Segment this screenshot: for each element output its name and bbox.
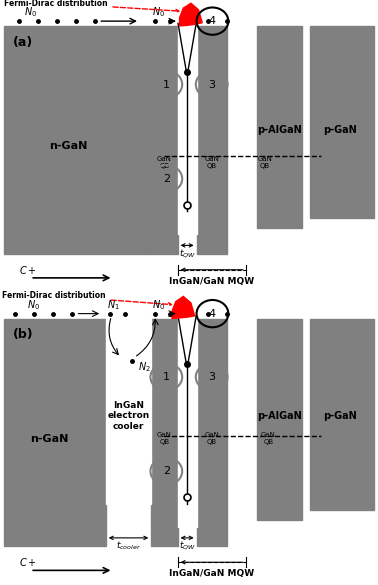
Text: p-GaN: p-GaN bbox=[323, 411, 357, 421]
Text: $t_{QW}$: $t_{QW}$ bbox=[179, 539, 195, 552]
Text: $N_0$: $N_0$ bbox=[28, 298, 40, 312]
Text: 3: 3 bbox=[208, 80, 215, 90]
Text: p-AlGaN: p-AlGaN bbox=[257, 125, 302, 135]
Text: 4: 4 bbox=[209, 309, 216, 319]
Text: GaN
QB: GaN QB bbox=[204, 432, 219, 445]
Text: 1: 1 bbox=[163, 372, 170, 382]
Text: $N_0$: $N_0$ bbox=[24, 5, 37, 19]
Polygon shape bbox=[172, 297, 195, 318]
Bar bbox=[151, 318, 178, 546]
Text: GaN
QB: GaN QB bbox=[204, 156, 219, 169]
Text: (b): (b) bbox=[13, 328, 34, 341]
Text: GaN
QB: GaN QB bbox=[261, 432, 276, 445]
Text: InGaN/GaN MQW: InGaN/GaN MQW bbox=[169, 569, 254, 578]
Bar bbox=[151, 26, 178, 253]
Bar bbox=[197, 26, 227, 253]
Text: Fermi-Dirac distribution: Fermi-Dirac distribution bbox=[4, 0, 179, 12]
Text: $C+$: $C+$ bbox=[19, 264, 37, 276]
Polygon shape bbox=[180, 4, 202, 26]
Text: 2: 2 bbox=[163, 174, 170, 184]
Bar bbox=[257, 318, 302, 520]
Text: $C+$: $C+$ bbox=[19, 556, 37, 568]
Bar bbox=[310, 26, 374, 218]
Bar bbox=[178, 318, 197, 526]
Bar bbox=[106, 318, 151, 504]
Text: p-AlGaN: p-AlGaN bbox=[257, 411, 302, 421]
Text: n-GaN: n-GaN bbox=[49, 141, 87, 152]
Text: $N_1$: $N_1$ bbox=[107, 298, 120, 312]
Text: $t_{QW}$: $t_{QW}$ bbox=[179, 247, 195, 260]
Text: n-GaN: n-GaN bbox=[30, 433, 68, 444]
Text: $N_0$: $N_0$ bbox=[152, 298, 165, 312]
Bar bbox=[4, 318, 106, 546]
Bar bbox=[310, 318, 374, 510]
Bar bbox=[257, 26, 302, 228]
Text: 2: 2 bbox=[163, 466, 170, 476]
Bar bbox=[178, 26, 197, 234]
Text: 4: 4 bbox=[209, 16, 216, 26]
Text: $N_2$: $N_2$ bbox=[138, 360, 151, 374]
Text: 1: 1 bbox=[163, 80, 170, 90]
Text: GaN
QB: GaN QB bbox=[157, 432, 172, 445]
Text: $t_{cooler}$: $t_{cooler}$ bbox=[116, 540, 141, 552]
Text: GaN
QB: GaN QB bbox=[257, 156, 272, 169]
Bar bbox=[4, 26, 151, 253]
Text: InGaN/GaN MQW: InGaN/GaN MQW bbox=[169, 277, 254, 285]
Text: 3: 3 bbox=[208, 372, 215, 382]
Text: Fermi-Dirac distribution: Fermi-Dirac distribution bbox=[2, 291, 172, 306]
Text: $N_0$: $N_0$ bbox=[152, 5, 165, 19]
Text: p-GaN: p-GaN bbox=[323, 125, 357, 135]
Text: (a): (a) bbox=[13, 36, 34, 49]
Text: GaN
QB: GaN QB bbox=[157, 156, 172, 169]
Text: InGaN
electron
cooler: InGaN electron cooler bbox=[107, 401, 150, 431]
Bar bbox=[197, 318, 227, 546]
